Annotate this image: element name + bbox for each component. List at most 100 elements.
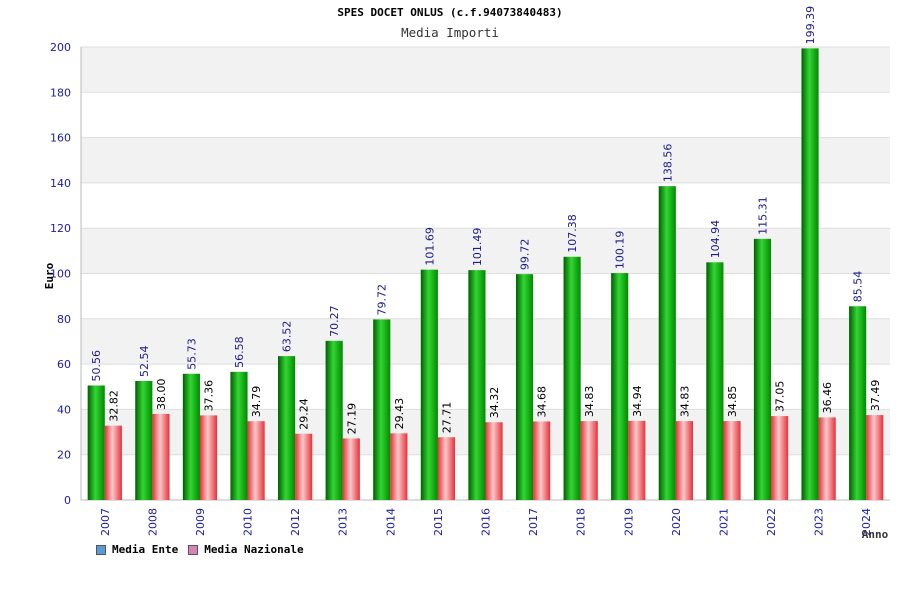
bar-media-nazionale bbox=[390, 433, 408, 500]
data-label: 34.85 bbox=[726, 386, 739, 418]
data-label: 37.05 bbox=[774, 381, 787, 413]
bar-media-nazionale bbox=[152, 413, 170, 500]
data-label: 79.72 bbox=[376, 284, 389, 316]
bar-media-nazionale bbox=[818, 417, 836, 500]
data-label: 70.27 bbox=[328, 305, 341, 337]
data-label: 85.54 bbox=[852, 271, 865, 303]
y-tick-label: 80 bbox=[57, 313, 71, 326]
x-tick-label: 2010 bbox=[242, 508, 255, 536]
bar-media-ente bbox=[182, 373, 200, 500]
legend-item-nazionale: Media Nazionale bbox=[188, 543, 304, 556]
x-axis-label: Anno bbox=[862, 528, 889, 541]
bar-media-nazionale bbox=[485, 422, 503, 500]
legend-swatch-nazionale bbox=[188, 544, 199, 555]
bar-media-ente bbox=[706, 262, 724, 500]
data-label: 34.68 bbox=[536, 386, 549, 418]
bar-media-ente bbox=[468, 270, 486, 500]
bar-media-ente bbox=[420, 269, 438, 500]
bar-media-nazionale bbox=[342, 438, 360, 500]
data-label: 50.56 bbox=[90, 350, 103, 382]
x-tick-label: 2022 bbox=[765, 508, 778, 536]
data-label: 29.43 bbox=[393, 398, 406, 430]
y-axis-label: Euro bbox=[43, 262, 56, 289]
y-tick-label: 160 bbox=[50, 132, 71, 145]
data-label: 101.69 bbox=[423, 227, 436, 266]
data-label: 32.82 bbox=[107, 390, 120, 422]
data-label: 199.39 bbox=[804, 6, 817, 45]
x-tick-label: 2017 bbox=[527, 508, 540, 536]
x-tick-label: 2007 bbox=[99, 508, 112, 536]
x-tick-label: 2021 bbox=[717, 508, 730, 536]
grid-band bbox=[81, 92, 890, 138]
bar-media-ente bbox=[611, 273, 629, 500]
data-label: 36.46 bbox=[821, 382, 834, 414]
bar-media-nazionale bbox=[866, 415, 884, 500]
bar-media-nazionale bbox=[437, 437, 456, 500]
x-tick-label: 2016 bbox=[480, 508, 493, 536]
x-tick-label: 2024 bbox=[860, 508, 873, 536]
data-label: 56.58 bbox=[233, 336, 246, 368]
data-label: 34.32 bbox=[488, 387, 501, 419]
y-tick-label: 40 bbox=[57, 403, 71, 416]
chart-legend: Media Ente Media Nazionale bbox=[96, 543, 304, 556]
x-tick-label: 2023 bbox=[813, 508, 826, 536]
bar-media-ente bbox=[135, 380, 153, 500]
bar-media-ente bbox=[87, 385, 105, 500]
x-tick-label: 2008 bbox=[146, 508, 159, 536]
data-label: 38.00 bbox=[155, 378, 168, 410]
y-tick-label: 20 bbox=[57, 449, 71, 462]
data-label: 107.38 bbox=[566, 214, 579, 253]
data-label: 34.83 bbox=[678, 386, 691, 418]
y-tick-label: 140 bbox=[50, 177, 71, 190]
bar-media-nazionale bbox=[675, 421, 693, 500]
data-label: 37.36 bbox=[203, 380, 216, 412]
x-tick-label: 2013 bbox=[337, 508, 350, 536]
data-label: 34.83 bbox=[583, 386, 596, 418]
x-tick-label: 2014 bbox=[384, 508, 397, 536]
bar-media-ente bbox=[658, 186, 676, 500]
legend-label-nazionale: Media Nazionale bbox=[204, 543, 304, 556]
data-label: 29.24 bbox=[298, 398, 311, 430]
bar-media-ente bbox=[278, 356, 296, 500]
data-label: 34.79 bbox=[250, 386, 263, 418]
x-tick-label: 2015 bbox=[432, 508, 445, 536]
bar-media-nazionale bbox=[771, 416, 789, 500]
bar-media-ente bbox=[373, 319, 391, 500]
bar-media-ente bbox=[801, 48, 819, 500]
bar-media-nazionale bbox=[247, 421, 265, 500]
y-tick-label: 200 bbox=[50, 41, 71, 54]
legend-item-ente: Media Ente bbox=[96, 543, 178, 556]
bar-media-nazionale bbox=[723, 421, 741, 500]
legend-swatch-ente bbox=[96, 544, 106, 555]
bar-media-nazionale bbox=[628, 420, 646, 500]
bar-media-ente bbox=[325, 340, 343, 500]
bar-media-nazionale bbox=[295, 433, 313, 500]
legend-label-ente: Media Ente bbox=[112, 543, 179, 556]
chart-subtitle: Media Importi bbox=[401, 25, 499, 40]
data-label: 100.19 bbox=[614, 231, 627, 270]
bar-media-ente bbox=[563, 256, 581, 500]
data-label: 27.19 bbox=[345, 403, 358, 435]
data-label: 52.54 bbox=[138, 345, 151, 377]
grid-band bbox=[81, 182, 890, 229]
bar-media-nazionale bbox=[199, 415, 218, 500]
bar-media-nazionale bbox=[580, 421, 598, 500]
data-label: 63.52 bbox=[281, 321, 294, 353]
y-tick-label: 180 bbox=[50, 86, 71, 99]
y-tick-label: 120 bbox=[50, 222, 71, 235]
x-tick-label: 2009 bbox=[194, 508, 207, 536]
data-label: 99.72 bbox=[519, 239, 532, 271]
bar-media-nazionale bbox=[104, 425, 122, 500]
grid-band bbox=[81, 47, 890, 93]
data-label: 37.49 bbox=[869, 380, 882, 412]
bar-media-ente bbox=[849, 306, 867, 500]
bar-media-ente bbox=[753, 238, 772, 500]
data-label: 27.71 bbox=[440, 402, 453, 434]
data-label: 138.56 bbox=[661, 144, 674, 183]
bar-media-ente bbox=[230, 371, 248, 500]
data-label: 55.73 bbox=[185, 338, 198, 370]
x-tick-label: 2018 bbox=[575, 508, 588, 536]
data-label: 115.31 bbox=[756, 196, 769, 235]
data-label: 34.94 bbox=[631, 385, 644, 417]
